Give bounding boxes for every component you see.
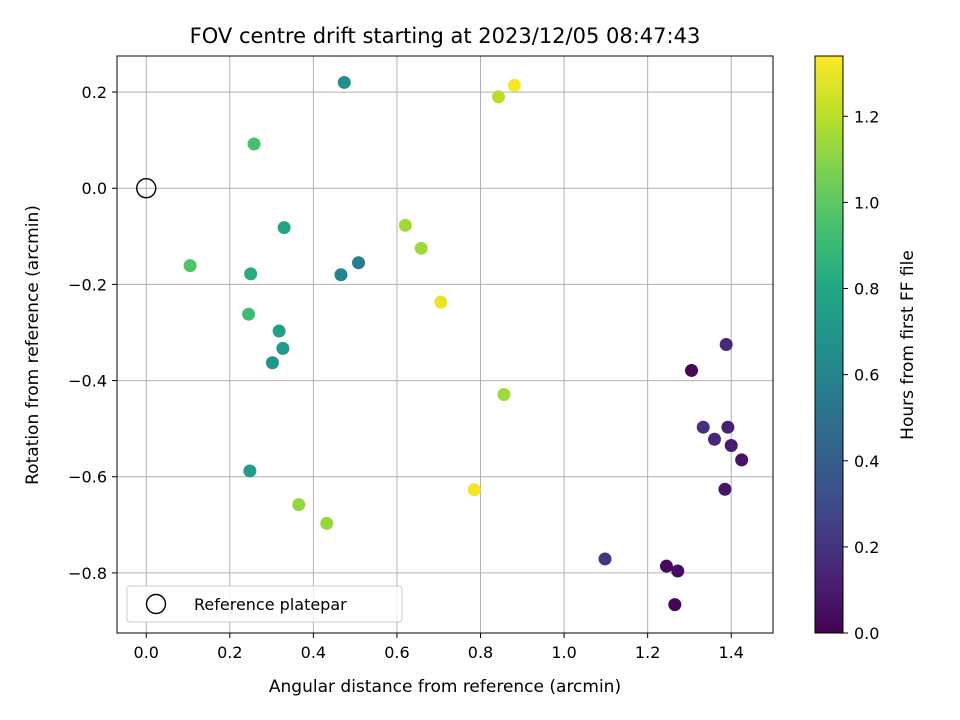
scatter-point	[467, 483, 481, 497]
scatter-point	[671, 564, 685, 578]
scatter-point	[724, 438, 738, 452]
scatter-point	[183, 259, 197, 273]
scatter-point	[272, 324, 286, 338]
x-tick-label: 0.4	[301, 643, 326, 662]
plot-frame	[116, 55, 774, 634]
scatter-point	[719, 338, 733, 351]
colorbar-tick-label: 0.0	[854, 624, 879, 643]
scatter-point	[265, 356, 279, 370]
chart-title: FOV centre drift starting at 2023/12/05 …	[190, 24, 701, 48]
scatter-point	[685, 363, 699, 377]
colorbar-tick-label: 1.2	[854, 107, 879, 126]
legend-box	[126, 585, 403, 623]
x-tick-label: 1.0	[551, 643, 576, 662]
colorbar-tick-label: 0.8	[854, 280, 879, 299]
scatter-point	[718, 482, 732, 496]
colorbar-label: Hours from first FF file	[898, 250, 918, 440]
scatter-point	[497, 388, 511, 402]
x-tick-label: 1.4	[718, 643, 743, 662]
scatter-point	[292, 498, 306, 512]
colorbar-tick-label: 0.6	[854, 366, 879, 385]
scatter-point	[659, 559, 673, 573]
scatter-point	[491, 90, 505, 104]
y-tick-label: −0.4	[68, 372, 107, 391]
scatter-point	[242, 307, 256, 321]
y-axis-ticks: 0.2 0.0 −0.2 −0.4 −0.6 −0.8	[68, 83, 117, 583]
x-tick-label: 0.8	[468, 643, 493, 662]
y-tick-label: 0.0	[82, 179, 107, 198]
scatter-points	[136, 75, 749, 612]
colorbar-ticks: 0.0 0.2 0.4 0.6 0.8 1.0 1.2	[843, 107, 879, 643]
y-tick-label: 0.2	[82, 83, 107, 102]
scatter-point	[276, 341, 290, 355]
colorbar: 0.0 0.2 0.4 0.6 0.8 1.0 1.2 Hours from first F…	[814, 55, 918, 643]
scatter-point	[277, 221, 291, 235]
x-axis-ticks: 0.0 0.2 0.4 0.6 0.8 1.0 1.2 1.4	[134, 633, 744, 662]
scatter-point	[434, 295, 448, 309]
scatter-point	[696, 420, 710, 434]
scatter-point	[598, 552, 612, 566]
scatter-point	[507, 78, 521, 92]
colorbar-tick-label: 1.0	[854, 193, 879, 212]
x-axis-label: Angular distance from reference (arcmin)	[269, 677, 621, 697]
scatter-point	[735, 453, 749, 467]
scatter-point	[721, 420, 735, 434]
colorbar-tick-label: 0.4	[854, 452, 879, 471]
scatter-point	[244, 267, 258, 281]
scatter-point	[398, 218, 412, 232]
colorbar-gradient	[814, 55, 844, 634]
scatter-point	[247, 137, 261, 151]
scatter-point	[337, 75, 351, 89]
legend-marker-reference	[145, 593, 167, 615]
y-tick-label: −0.6	[68, 468, 107, 487]
y-axis-label: Rotation from reference (arcmin)	[23, 205, 43, 485]
grid-lines	[117, 56, 773, 633]
scatter-point	[334, 268, 348, 282]
scatter-point	[414, 241, 428, 255]
x-tick-label: 0.6	[384, 643, 409, 662]
colorbar-tick-label: 0.2	[854, 538, 879, 557]
x-tick-label: 0.0	[134, 643, 159, 662]
reference-platepar-point	[136, 178, 157, 199]
legend-label-reference: Reference platepar	[194, 595, 347, 614]
y-tick-label: −0.8	[68, 564, 107, 583]
scatter-point	[243, 464, 257, 478]
scatter-point	[708, 432, 722, 446]
scatter-point	[668, 598, 682, 612]
legend: Reference platepar	[126, 585, 403, 623]
x-tick-label: 0.2	[217, 643, 242, 662]
y-tick-label: −0.2	[68, 275, 107, 294]
scatter-point	[320, 516, 334, 530]
x-tick-label: 1.2	[635, 643, 660, 662]
scatter-point	[352, 256, 366, 270]
